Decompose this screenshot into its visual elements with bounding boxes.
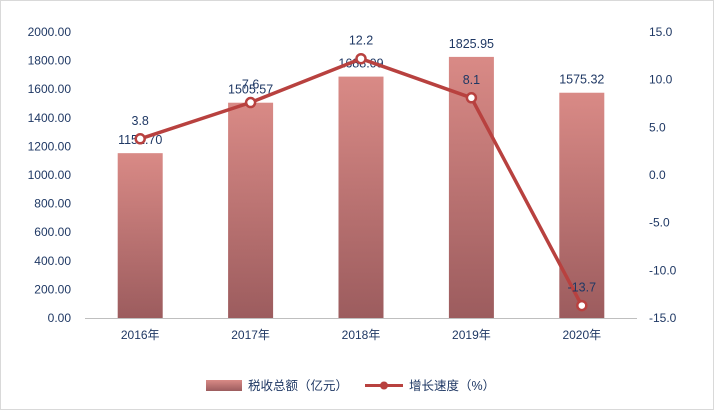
left-tick-label: 0.00 <box>48 311 72 325</box>
left-tick-label: 1400.00 <box>28 111 72 125</box>
line-data-label: 8.1 <box>463 73 480 87</box>
line-data-label: 12.2 <box>349 34 373 48</box>
legend-bar-swatch <box>206 380 242 391</box>
line-marker <box>465 92 478 104</box>
bar <box>338 76 384 319</box>
bar-series <box>117 56 605 319</box>
x-tick-label: 2016年 <box>121 328 160 342</box>
left-tick-label: 1200.00 <box>28 139 72 153</box>
line-data-label: 3.8 <box>132 114 149 128</box>
left-tick-label: 1800.00 <box>28 54 72 68</box>
left-tick-label: 2000.00 <box>28 25 72 39</box>
line-marker <box>355 52 367 65</box>
bar-data-label: 1575.32 <box>559 73 604 87</box>
right-tick-label: 5.0 <box>649 120 666 134</box>
right-tick-label: 0.0 <box>649 168 666 182</box>
right-tick-label: -10.0 <box>649 263 677 277</box>
left-tick-label: 200.00 <box>34 282 71 296</box>
left-tick-label: 1000.00 <box>28 168 72 182</box>
legend-line-marker <box>380 381 388 390</box>
bar-data-label: 1825.95 <box>449 37 494 51</box>
line-markers <box>134 52 588 312</box>
legend: 税收总额（亿元） 增长速度（%） <box>206 378 495 393</box>
legend-bar-label: 税收总额（亿元） <box>248 378 348 393</box>
line-data-labels: 3.8 7.6 12.2 8.1 -13.7 <box>132 34 597 295</box>
line-marker <box>576 299 588 312</box>
x-axis-ticks: 2016年 2017年 2018年 2019年 2020年 <box>121 328 601 342</box>
x-tick-label: 2017年 <box>231 328 270 342</box>
line-marker <box>134 133 146 145</box>
right-tick-label: 15.0 <box>649 25 673 39</box>
bar <box>117 153 163 318</box>
left-tick-label: 400.00 <box>34 254 71 268</box>
line-marker <box>244 96 257 109</box>
left-axis-ticks: 0.00 200.00 400.00 600.00 800.00 1000.00 1200.… <box>28 25 72 325</box>
x-tick-label: 2020年 <box>562 328 601 342</box>
left-tick-label: 600.00 <box>34 225 71 239</box>
bar <box>228 102 274 318</box>
x-tick-label: 2018年 <box>342 328 381 342</box>
right-tick-label: -15.0 <box>649 311 677 325</box>
line-data-label: 7.6 <box>242 78 259 92</box>
left-tick-label: 800.00 <box>34 197 71 211</box>
legend-line-label: 增长速度（%） <box>409 378 495 393</box>
left-tick-label: 1600.00 <box>28 82 72 96</box>
right-axis-ticks: -15.0 -10.0 -5.0 0.0 5.0 10.0 15.0 <box>649 25 677 325</box>
right-tick-label: 10.0 <box>649 73 673 87</box>
bar-data-label: 1505.57 <box>228 83 273 97</box>
x-tick-label: 2019年 <box>452 328 491 342</box>
line-data-label: -13.7 <box>568 281 597 295</box>
right-tick-label: -5.0 <box>649 216 670 230</box>
